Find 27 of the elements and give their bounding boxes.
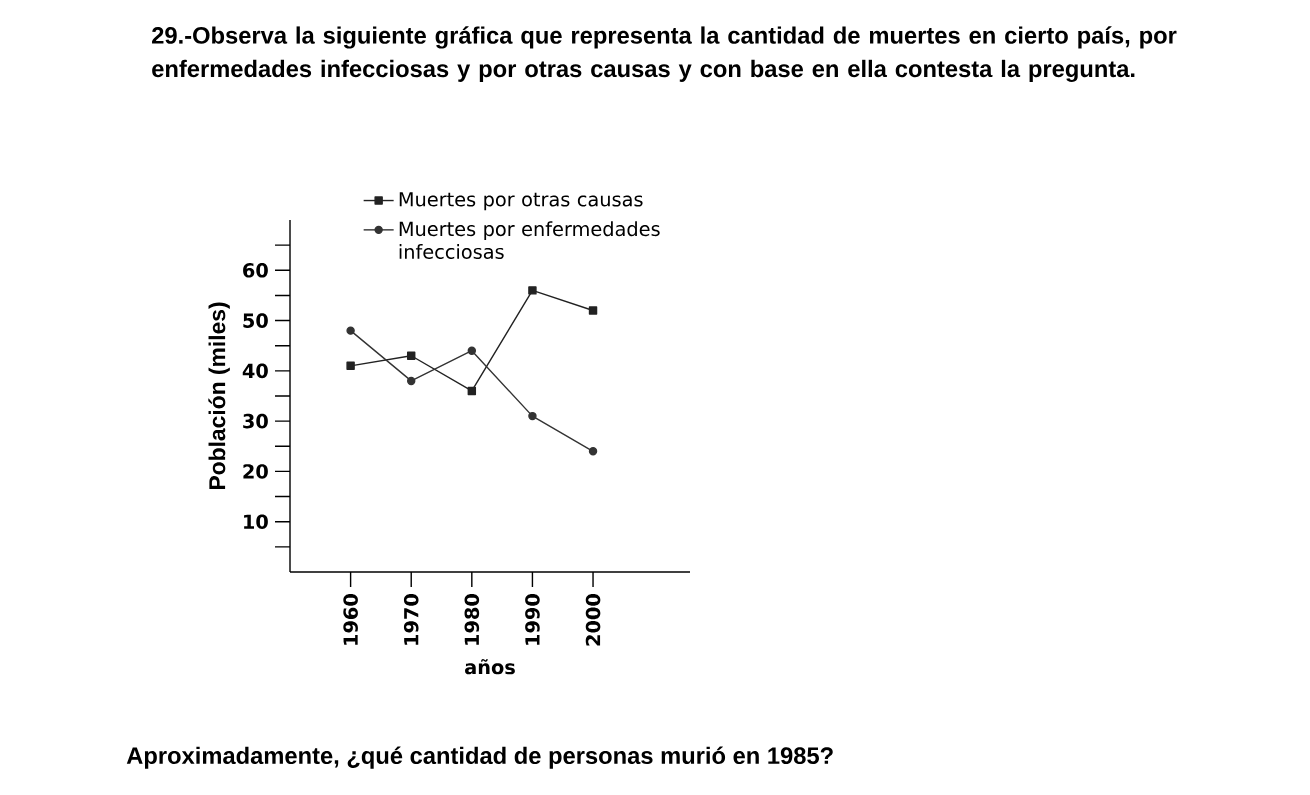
y-tick-label: 20 — [243, 464, 268, 479]
y-tick-label: 50 — [243, 313, 268, 328]
point — [406, 376, 416, 386]
legend-label: Muertes por enfermedades infecciosas — [399, 221, 660, 260]
point — [528, 286, 537, 295]
chart-title: 29.-Observa la siguiente gráfica que representa la cantidad de muertes en cierto país, por enfermedades infecciosas y por otras causas y con base en ella contesta la pregunta. — [152, 26, 1177, 82]
x-tick-label: 1990 — [525, 594, 540, 645]
x-tick-label: 2000 — [585, 594, 601, 646]
legend-label: Muertes por otras causas — [399, 192, 643, 211]
x-tick-label: 1970 — [403, 594, 419, 645]
point — [346, 326, 355, 335]
point — [467, 386, 477, 396]
y-tick-label: 40 — [242, 363, 268, 379]
y-axis-title: Población (miles) — [208, 302, 230, 490]
point — [588, 447, 598, 456]
x-tick-label: 1960 — [343, 594, 358, 645]
y-tick-label: 10 — [244, 514, 268, 530]
point — [588, 306, 598, 315]
point — [528, 411, 537, 421]
point — [406, 351, 416, 360]
x-axis-title: años — [465, 659, 515, 675]
text: Aproximadamente, ¿qué cantidad de personas murió en 1985? — [126, 746, 833, 769]
x-tick-label: 1980 — [464, 594, 480, 645]
y-tick-label: 60 — [243, 262, 268, 278]
point — [467, 346, 477, 355]
y-tick-label: 30 — [243, 413, 268, 429]
point — [346, 361, 355, 371]
